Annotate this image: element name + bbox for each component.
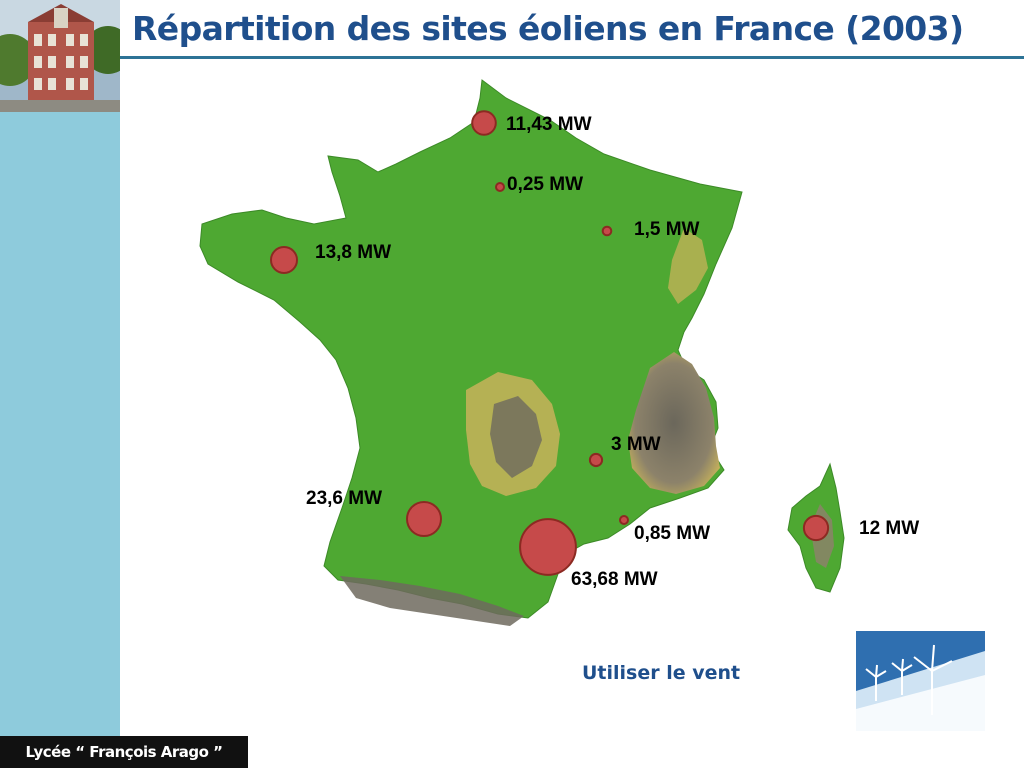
site-label-languedoc: 63,68 MW <box>571 569 658 590</box>
site-marker-lorraine <box>601 225 613 237</box>
school-name: Lycée “ François Arago ” Perpignan <box>25 743 223 761</box>
school-building-photo <box>0 0 120 112</box>
site-marker-provence <box>619 515 629 525</box>
massif-central-peaks <box>490 396 542 478</box>
site-marker-corse <box>802 514 830 542</box>
pyrenees-mountains <box>340 576 524 626</box>
site-label-rhone: 3 MW <box>611 434 661 455</box>
site-marker-bretagne <box>270 246 298 274</box>
site-label-aquitaine: 23,6 MW <box>306 488 383 509</box>
site-label-lorraine: 1,5 MW <box>634 219 700 240</box>
site-label-nord: 11,43 MW <box>506 114 592 135</box>
site-label-bretagne: 13,8 MW <box>315 242 392 263</box>
site-marker-nord <box>471 110 497 136</box>
france-relief-map <box>199 79 845 626</box>
site-label-corse: 12 MW <box>859 518 920 539</box>
site-label-provence: 0,85 MW <box>634 523 711 544</box>
wind-farm-photo <box>856 631 985 731</box>
site-marker-aquitaine <box>406 501 442 537</box>
slide-title: Répartition des sites éoliens en France … <box>132 9 964 48</box>
jura-vosges-highlands <box>668 228 708 304</box>
school-footer: Lycée “ François Arago ” Perpignan <box>0 736 248 768</box>
wind-sites <box>270 110 830 576</box>
tagline: Utiliser le vent <box>582 662 741 684</box>
site-marker-picardie <box>495 182 505 192</box>
site-marker-languedoc <box>519 518 577 576</box>
alps-mountains <box>628 352 720 494</box>
title-underline <box>120 56 1024 59</box>
site-label-picardie: 0,25 MW <box>507 174 584 195</box>
sidebar-band <box>0 0 120 768</box>
site-marker-rhone <box>588 452 604 468</box>
